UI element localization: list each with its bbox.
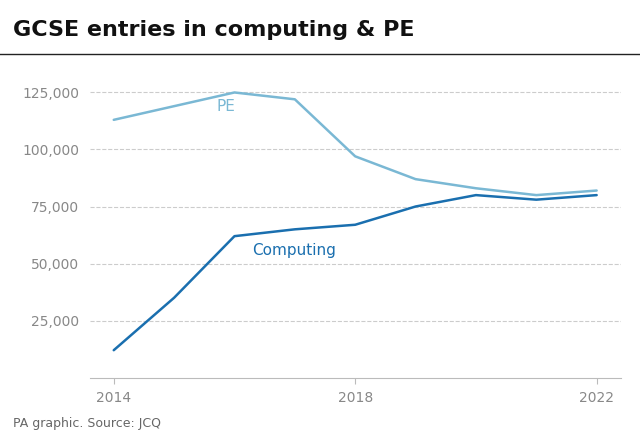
Text: Computing: Computing xyxy=(253,243,337,259)
Text: PE: PE xyxy=(216,99,236,114)
Text: PA graphic. Source: JCQ: PA graphic. Source: JCQ xyxy=(13,417,161,430)
Text: GCSE entries in computing & PE: GCSE entries in computing & PE xyxy=(13,20,414,39)
